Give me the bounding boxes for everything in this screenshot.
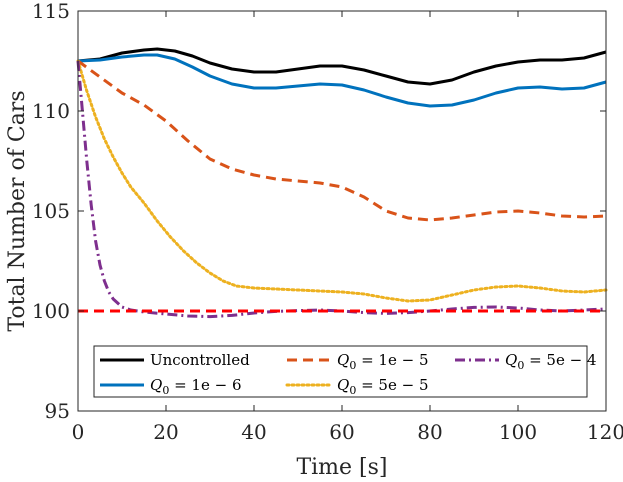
legend: Uncontrolled Q0 = 1e − 5 Q0 = 5e − 4 Q0 = 1… <box>93 345 597 398</box>
legend-item: Uncontrolled <box>100 351 250 369</box>
legend-label: Q0 = 1e − 5 <box>337 351 429 372</box>
y-tick-label: 105 <box>32 199 70 223</box>
y-tick-label: 100 <box>32 299 70 323</box>
series-layer <box>76 47 608 319</box>
legend-box <box>93 345 588 398</box>
ticks-layer: 0 20 40 60 80 100 120 95 100 105 110 115 <box>32 0 623 444</box>
legend-label: Uncontrolled <box>150 351 250 369</box>
y-tick-label: 115 <box>32 0 70 23</box>
series-line-q-0-5e-4 <box>76 60 607 319</box>
y-tick-label: 95 <box>45 399 70 423</box>
series-line-q-0-5e-5 <box>76 59 608 303</box>
series-line-q-0-1e-6 <box>77 53 607 108</box>
legend-item: Q0 = 5e − 5 <box>285 376 429 397</box>
series-line-q-0-1e-5 <box>77 59 607 222</box>
x-axis-label: Time [s] <box>296 455 387 480</box>
legend-item: Q0 = 1e − 6 <box>100 376 242 397</box>
y-tick-label: 110 <box>32 99 70 123</box>
x-tick-label: 120 <box>587 420 623 444</box>
legend-label: Q0 = 1e − 6 <box>150 376 242 397</box>
y-axis-label: Total Number of Cars <box>5 90 30 331</box>
legend-item: Q0 = 1e − 5 <box>287 351 429 372</box>
x-tick-label: 20 <box>153 420 178 444</box>
legend-item: Q0 = 5e − 4 <box>455 351 597 372</box>
x-tick-label: 100 <box>499 420 537 444</box>
legend-label: Q0 = 5e − 5 <box>337 376 429 397</box>
x-tick-label: 80 <box>417 420 442 444</box>
legend-label: Q0 = 5e − 4 <box>505 351 597 372</box>
x-tick-label: 0 <box>72 420 85 444</box>
x-tick-label: 60 <box>329 420 354 444</box>
series-line-uncontrolled <box>77 47 607 86</box>
x-tick-label: 40 <box>241 420 266 444</box>
